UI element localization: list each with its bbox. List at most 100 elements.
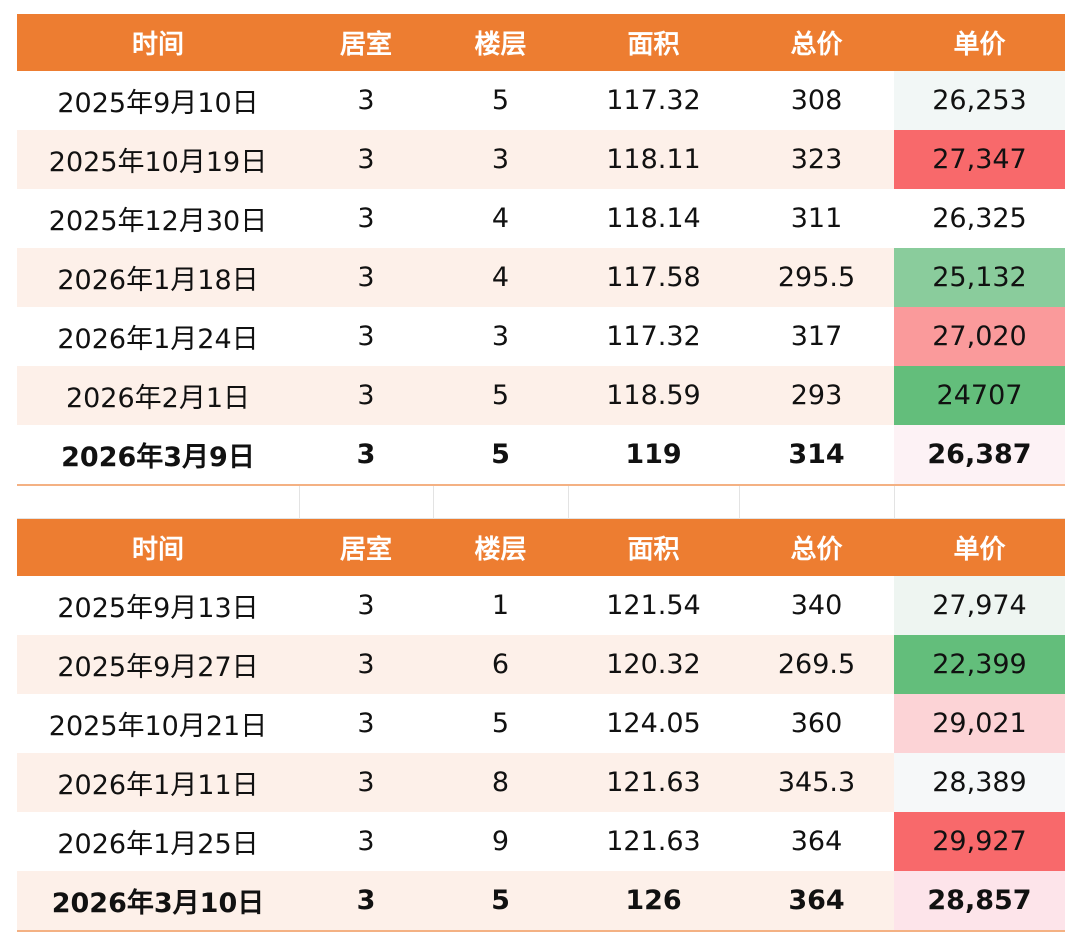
area-cell[interactable]: 118.14 xyxy=(606,203,701,234)
time-cell[interactable]: 2025年9月13日 xyxy=(57,593,259,624)
rooms-cell[interactable]: 3 xyxy=(357,590,375,621)
rooms-cell[interactable]: 3 xyxy=(299,635,433,694)
floor-cell[interactable]: 3 xyxy=(491,321,510,352)
column-header[interactable]: 楼层 xyxy=(433,14,568,71)
unit-price-cell[interactable]: 28,389 xyxy=(894,753,1065,812)
empty-cell[interactable] xyxy=(893,485,1065,519)
area-cell[interactable]: 121.63 xyxy=(606,826,701,857)
rooms-cell[interactable]: 3 xyxy=(357,826,375,857)
column-header[interactable]: 总价 xyxy=(739,14,894,71)
empty-cell[interactable] xyxy=(298,485,433,519)
floor-cell[interactable]: 6 xyxy=(433,635,568,694)
total-price-cell[interactable]: 311 xyxy=(790,203,843,234)
area-cell[interactable]: 124.05 xyxy=(606,708,701,739)
column-header[interactable]: 总价 xyxy=(739,518,894,576)
area-cell[interactable]: 117.32 xyxy=(606,85,701,116)
area-cell[interactable]: 121.54 xyxy=(606,590,701,621)
table-row: 2026年2月1日 3 5 118.59 293 24707 xyxy=(17,366,1065,425)
rooms-cell[interactable]: 3 xyxy=(299,871,433,932)
column-header[interactable]: 楼层 xyxy=(433,518,568,576)
floor-cell[interactable]: 5 xyxy=(433,425,568,486)
time-cell[interactable]: 2026年3月10日 xyxy=(17,871,299,932)
time-cell[interactable]: 2025年10月21日 xyxy=(48,711,268,742)
total-price-cell[interactable]: 293 xyxy=(739,366,894,425)
total-price-cell[interactable]: 323 xyxy=(739,130,894,189)
empty-cell[interactable] xyxy=(432,485,568,519)
floor-cell[interactable]: 8 xyxy=(433,753,568,812)
time-cell[interactable]: 2026年3月9日 xyxy=(17,425,299,486)
area-cell[interactable]: 118.11 xyxy=(568,130,739,189)
unit-price-cell[interactable]: 29,021 xyxy=(894,694,1065,753)
time-cell[interactable]: 2025年10月19日 xyxy=(17,130,299,189)
unit-price-cell[interactable]: 22,399 xyxy=(894,635,1065,694)
total-price-cell[interactable]: 364 xyxy=(739,871,894,932)
rooms-cell[interactable]: 3 xyxy=(299,425,433,486)
time-cell[interactable]: 2026年1月24日 xyxy=(57,324,259,355)
rooms-cell[interactable]: 3 xyxy=(299,130,433,189)
unit-price-cell[interactable]: 26,325 xyxy=(894,189,1065,248)
area-cell[interactable]: 126 xyxy=(568,871,739,932)
rooms-cell[interactable]: 3 xyxy=(357,85,375,116)
column-header[interactable]: 时间 xyxy=(17,14,299,71)
column-header[interactable]: 居室 xyxy=(299,14,433,71)
rooms-cell[interactable]: 3 xyxy=(299,366,433,425)
time-cell[interactable]: 2026年1月18日 xyxy=(17,248,299,307)
time-cell[interactable]: 2026年1月25日 xyxy=(57,829,259,860)
unit-price-cell[interactable]: 29,927 xyxy=(894,812,1065,871)
unit-price-cell[interactable]: 26,253 xyxy=(894,71,1065,130)
rooms-cell[interactable]: 3 xyxy=(299,248,433,307)
floor-cell[interactable]: 9 xyxy=(491,826,510,857)
rooms-cell[interactable]: 3 xyxy=(357,321,375,352)
total-price-cell[interactable]: 345.3 xyxy=(739,753,894,812)
unit-price-cell[interactable]: 25,132 xyxy=(894,248,1065,307)
floor-cell[interactable]: 4 xyxy=(433,248,568,307)
column-header[interactable]: 单价 xyxy=(894,14,1065,71)
table-row: 2025年12月30日 3 4 118.14 311 26,325 xyxy=(17,189,1065,248)
column-header[interactable]: 单价 xyxy=(894,518,1065,576)
time-cell[interactable]: 2025年9月27日 xyxy=(17,635,299,694)
time-cell[interactable]: 2025年9月10日 xyxy=(57,88,259,119)
column-header[interactable]: 面积 xyxy=(568,518,739,576)
unit-price-cell[interactable]: 26,387 xyxy=(894,425,1065,486)
spacer-row xyxy=(17,485,1065,519)
area-cell[interactable]: 119 xyxy=(568,425,739,486)
unit-price-cell[interactable]: 27,347 xyxy=(894,130,1065,189)
area-cell[interactable]: 118.59 xyxy=(568,366,739,425)
floor-cell[interactable]: 5 xyxy=(491,85,510,116)
area-cell[interactable]: 120.32 xyxy=(568,635,739,694)
total-price-cell[interactable]: 364 xyxy=(790,826,843,857)
floor-cell[interactable]: 5 xyxy=(433,871,568,932)
area-cell[interactable]: 121.63 xyxy=(568,753,739,812)
total-price-cell[interactable]: 269.5 xyxy=(739,635,894,694)
area-cell[interactable]: 117.32 xyxy=(606,321,701,352)
unit-price-cell[interactable]: 27,974 xyxy=(894,576,1065,635)
unit-price-cell[interactable]: 24707 xyxy=(894,366,1065,425)
unit-price-cell[interactable]: 28,857 xyxy=(894,871,1065,932)
total-price-cell[interactable]: 360 xyxy=(790,708,843,739)
total-price-cell[interactable]: 314 xyxy=(739,425,894,486)
total-price-cell[interactable]: 340 xyxy=(790,590,843,621)
rooms-cell[interactable]: 3 xyxy=(357,203,375,234)
total-price-cell[interactable]: 317 xyxy=(790,321,843,352)
time-cell[interactable]: 2026年1月11日 xyxy=(17,753,299,812)
total-price-cell[interactable]: 295.5 xyxy=(739,248,894,307)
empty-cell[interactable] xyxy=(567,485,739,519)
floor-cell[interactable]: 3 xyxy=(433,130,568,189)
column-header[interactable]: 时间 xyxy=(17,518,299,576)
floor-cell[interactable]: 5 xyxy=(491,708,510,739)
unit-price-cell[interactable]: 27,020 xyxy=(894,307,1065,366)
area-cell[interactable]: 117.58 xyxy=(568,248,739,307)
column-header[interactable]: 居室 xyxy=(299,518,433,576)
floor-cell[interactable]: 1 xyxy=(491,590,510,621)
empty-cell[interactable] xyxy=(17,485,299,519)
floor-cell[interactable]: 4 xyxy=(491,203,510,234)
rooms-cell[interactable]: 3 xyxy=(357,708,375,739)
column-header[interactable]: 面积 xyxy=(568,14,739,71)
rooms-cell[interactable]: 3 xyxy=(299,753,433,812)
header-row: 时间 居室 楼层 面积 总价 单价 xyxy=(17,14,1065,71)
time-cell[interactable]: 2026年2月1日 xyxy=(17,366,299,425)
floor-cell[interactable]: 5 xyxy=(433,366,568,425)
total-price-cell[interactable]: 308 xyxy=(790,85,843,116)
time-cell[interactable]: 2025年12月30日 xyxy=(48,206,268,237)
empty-cell[interactable] xyxy=(738,485,894,519)
